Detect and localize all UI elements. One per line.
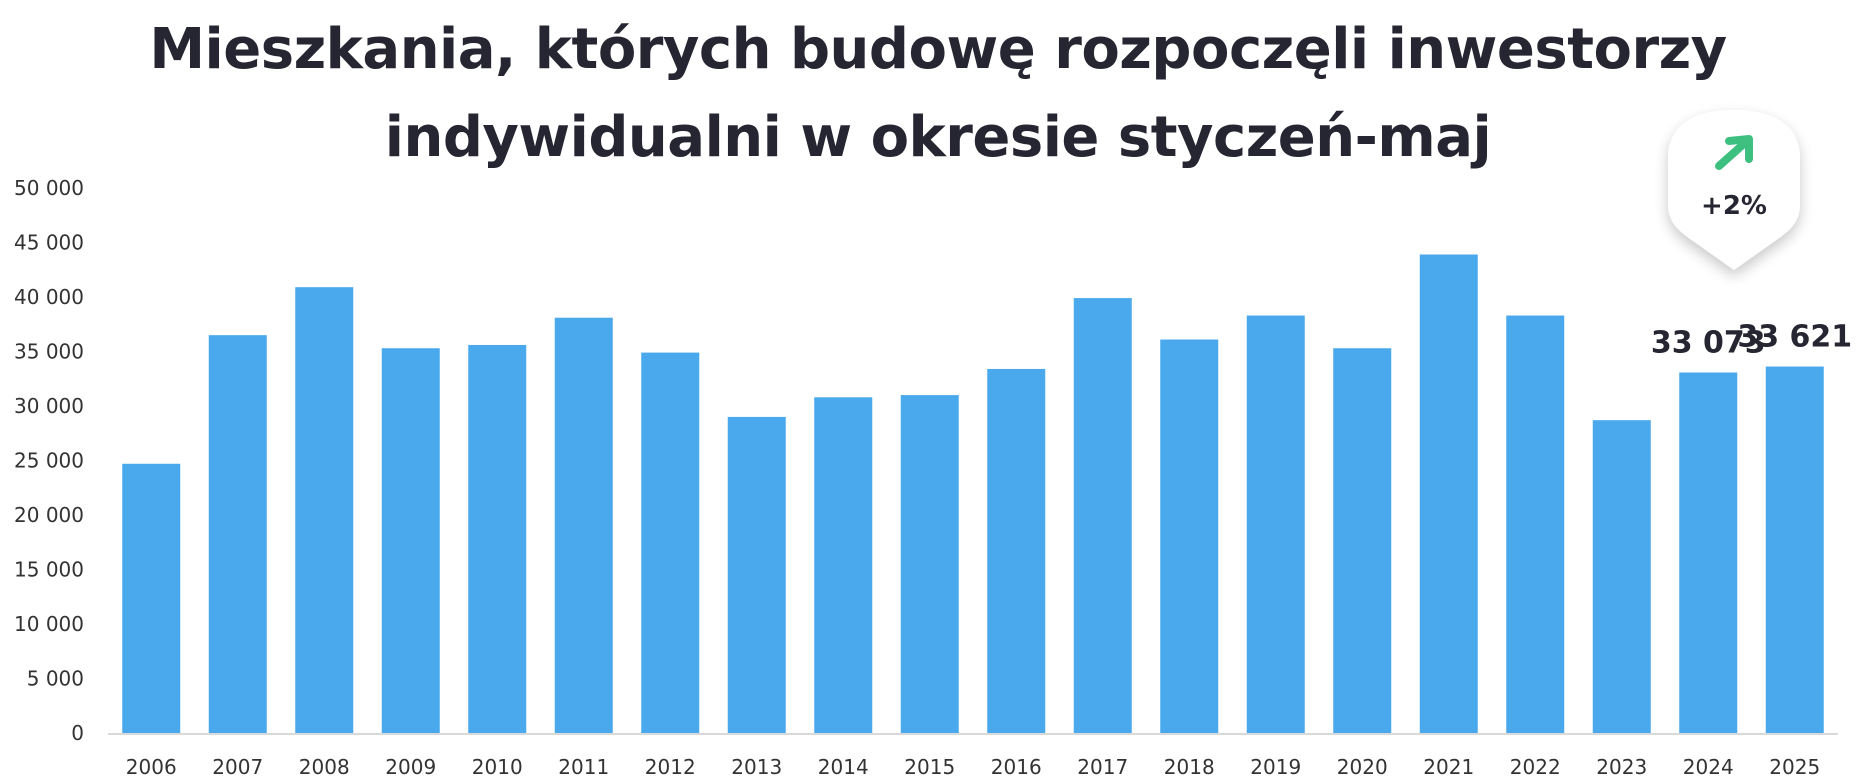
x-tick-label: 2015 (904, 755, 955, 779)
arrow-up-right-icon (1715, 135, 1753, 170)
y-tick-label: 50 000 (14, 176, 84, 200)
y-axis: 0 5 000 10 000 15 000 20 000 25 000 30 000 35 0… (14, 176, 84, 745)
badge-shape (1668, 110, 1800, 270)
x-tick-label: 2010 (472, 755, 523, 779)
y-tick-label: 40 000 (14, 285, 84, 309)
bar-2019 (1246, 315, 1305, 733)
badge-text: +2% (1701, 191, 1767, 221)
x-tick-label: 2020 (1337, 755, 1388, 779)
bar-2022 (1506, 315, 1565, 733)
bar-2010 (468, 344, 527, 733)
bar-2014 (814, 397, 873, 733)
bar-2024 (1679, 372, 1738, 733)
bar-2017 (1073, 298, 1132, 733)
y-tick-label: 10 000 (14, 612, 84, 636)
y-tick-label: 0 (71, 721, 84, 745)
x-axis: 2006 2007 2008 2009 2010 2011 2012 2013 2014 2015… (126, 755, 1820, 779)
bars (122, 254, 1824, 734)
x-tick-label: 2018 (1164, 755, 1215, 779)
bar-2011 (554, 317, 613, 733)
y-tick-label: 35 000 (14, 340, 84, 364)
chart-title: Mieszkania, których budowę rozpoczęli in… (0, 6, 1876, 182)
data-label-2025: 33 621 (1737, 320, 1852, 355)
x-tick-label: 2006 (126, 755, 177, 779)
y-tick-label: 45 000 (14, 231, 84, 255)
x-tick-label: 2013 (731, 755, 782, 779)
bar-2016 (987, 368, 1046, 733)
x-tick-label: 2009 (385, 755, 436, 779)
x-tick-label: 2011 (558, 755, 609, 779)
bar-2018 (1160, 339, 1219, 733)
bar-2020 (1333, 348, 1392, 733)
x-tick-label: 2023 (1596, 755, 1647, 779)
y-tick-label: 25 000 (14, 449, 84, 473)
y-tick-label: 20 000 (14, 503, 84, 527)
bar-2025 (1765, 366, 1824, 733)
x-tick-label: 2008 (299, 755, 350, 779)
x-tick-label: 2016 (991, 755, 1042, 779)
bar-2006 (122, 463, 181, 733)
y-tick-label: 15 000 (14, 558, 84, 582)
bar-2009 (381, 348, 440, 733)
bar-2008 (295, 287, 354, 733)
x-tick-label: 2007 (212, 755, 263, 779)
change-badge: +2% (1668, 110, 1800, 270)
chart-title-line-2: indywidualni w okresie styczeń-maj (384, 105, 1492, 170)
bar-2007 (208, 335, 267, 733)
y-tick-label: 5 000 (27, 667, 84, 691)
x-tick-label: 2025 (1769, 755, 1820, 779)
x-tick-label: 2012 (645, 755, 696, 779)
bar-2015 (900, 395, 959, 733)
bar-2021 (1419, 254, 1478, 734)
bar-2013 (727, 416, 786, 733)
x-tick-label: 2019 (1250, 755, 1301, 779)
x-tick-label: 2024 (1683, 755, 1734, 779)
chart-title-line-1: Mieszkania, których budowę rozpoczęli in… (149, 17, 1727, 82)
x-tick-label: 2014 (818, 755, 869, 779)
data-label-2024: 33 073 (1651, 326, 1766, 361)
bar-2012 (641, 352, 700, 733)
bar-2023 (1592, 420, 1651, 733)
y-tick-label: 30 000 (14, 394, 84, 418)
x-tick-label: 2022 (1510, 755, 1561, 779)
x-tick-label: 2017 (1077, 755, 1128, 779)
x-tick-label: 2021 (1423, 755, 1474, 779)
